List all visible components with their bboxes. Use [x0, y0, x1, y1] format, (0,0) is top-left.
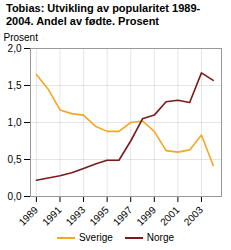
svg-text:1997: 1997 [111, 204, 135, 228]
svg-text:2003: 2003 [182, 204, 206, 228]
svg-text:2001: 2001 [158, 204, 182, 228]
html-text:Norge: Norge [146, 232, 175, 243]
svg-text:2,0: 2,0 [8, 43, 22, 54]
svg-text:1999: 1999 [134, 204, 158, 228]
html-text:Sverige: Sverige [78, 232, 113, 243]
svg-text:1,0: 1,0 [8, 117, 22, 128]
svg-text:Prosent: Prosent [4, 32, 39, 43]
svg-text:1,5: 1,5 [8, 80, 22, 91]
svg-text:1991: 1991 [40, 204, 64, 228]
svg-text:1993: 1993 [64, 204, 88, 228]
svg-text:0,0: 0,0 [8, 191, 22, 202]
svg-text:1989: 1989 [17, 204, 41, 228]
svg-text:1995: 1995 [87, 204, 111, 228]
html-text:Tobias: Utvikling av popularit: Tobias: Utvikling av popularitet 1989- 2… [6, 2, 201, 27]
svg-text:0,5: 0,5 [8, 154, 22, 165]
